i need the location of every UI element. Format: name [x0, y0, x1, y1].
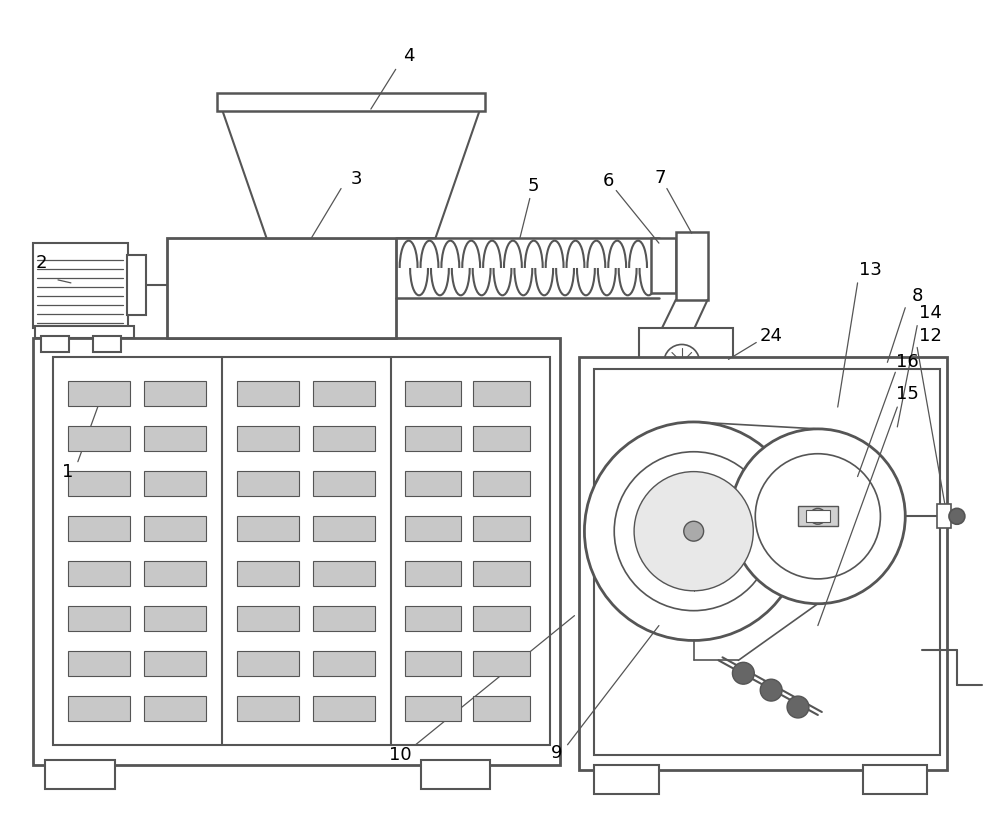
Bar [68, 606, 130, 631]
Bar [68, 471, 130, 496]
Bar [35, 326, 134, 337]
Text: 13: 13 [859, 261, 882, 279]
Bar [68, 426, 130, 451]
Bar [806, 510, 830, 523]
Text: 12: 12 [919, 327, 942, 345]
Bar [237, 606, 299, 631]
Circle shape [949, 509, 965, 524]
Bar [313, 381, 375, 406]
Circle shape [732, 662, 754, 684]
Bar [405, 696, 461, 721]
Bar [33, 243, 128, 327]
Circle shape [684, 521, 704, 541]
Text: 9: 9 [551, 743, 562, 762]
Text: 8: 8 [911, 287, 923, 305]
Bar [144, 426, 206, 451]
Bar [144, 471, 206, 496]
Bar [144, 696, 206, 721]
Bar [33, 337, 560, 765]
Bar [473, 516, 530, 541]
Bar [313, 606, 375, 631]
Bar [473, 606, 530, 631]
Bar [405, 652, 461, 676]
Text: 1: 1 [62, 462, 74, 480]
Bar [313, 471, 375, 496]
Bar [473, 471, 530, 496]
Bar [863, 765, 927, 795]
Text: 4: 4 [403, 47, 414, 65]
Bar [651, 238, 676, 293]
Circle shape [614, 452, 773, 610]
Bar [473, 562, 530, 586]
Bar [237, 471, 299, 496]
Bar [798, 506, 838, 526]
Bar [405, 381, 461, 406]
Circle shape [810, 509, 826, 524]
Bar [237, 516, 299, 541]
Bar [45, 760, 115, 790]
Circle shape [760, 679, 782, 701]
Bar [237, 652, 299, 676]
Text: 3: 3 [350, 170, 362, 188]
Bar [68, 652, 130, 676]
Bar [53, 357, 550, 745]
Bar [594, 370, 940, 755]
Bar [676, 232, 708, 299]
Bar [579, 357, 947, 770]
Bar [405, 562, 461, 586]
Bar [313, 652, 375, 676]
Bar [473, 426, 530, 451]
Bar [217, 93, 485, 111]
Bar [144, 381, 206, 406]
Text: 2: 2 [35, 254, 47, 272]
Circle shape [584, 422, 803, 640]
Bar [473, 652, 530, 676]
Bar [237, 426, 299, 451]
Bar [405, 471, 461, 496]
Bar [68, 516, 130, 541]
Bar [405, 606, 461, 631]
Circle shape [678, 358, 686, 366]
Bar [93, 336, 121, 352]
Bar [313, 696, 375, 721]
Bar [421, 760, 490, 790]
Bar [313, 516, 375, 541]
Bar [937, 504, 951, 528]
Bar [167, 238, 396, 337]
Bar [405, 426, 461, 451]
Circle shape [787, 696, 809, 718]
Bar [473, 381, 530, 406]
Bar [127, 255, 146, 314]
Bar [237, 381, 299, 406]
Bar [639, 327, 733, 382]
Bar [313, 426, 375, 451]
Bar [144, 562, 206, 586]
Bar [68, 381, 130, 406]
Text: 7: 7 [654, 169, 666, 187]
Text: 14: 14 [919, 304, 942, 322]
Bar [144, 606, 206, 631]
Circle shape [634, 471, 753, 590]
Text: 10: 10 [389, 746, 412, 763]
Circle shape [730, 429, 905, 604]
Bar [144, 516, 206, 541]
Bar [68, 696, 130, 721]
Bar [473, 696, 530, 721]
Text: 5: 5 [528, 176, 540, 194]
Bar [237, 562, 299, 586]
Bar [405, 516, 461, 541]
Bar [68, 562, 130, 586]
Bar [41, 336, 69, 352]
Bar [237, 696, 299, 721]
Polygon shape [222, 109, 480, 238]
Text: 6: 6 [603, 171, 614, 189]
Bar [313, 562, 375, 586]
Bar [144, 652, 206, 676]
Text: 16: 16 [896, 353, 919, 371]
Text: 15: 15 [896, 385, 919, 403]
Circle shape [755, 454, 880, 579]
Bar [594, 765, 659, 795]
Circle shape [664, 345, 700, 380]
Text: 24: 24 [760, 327, 783, 345]
